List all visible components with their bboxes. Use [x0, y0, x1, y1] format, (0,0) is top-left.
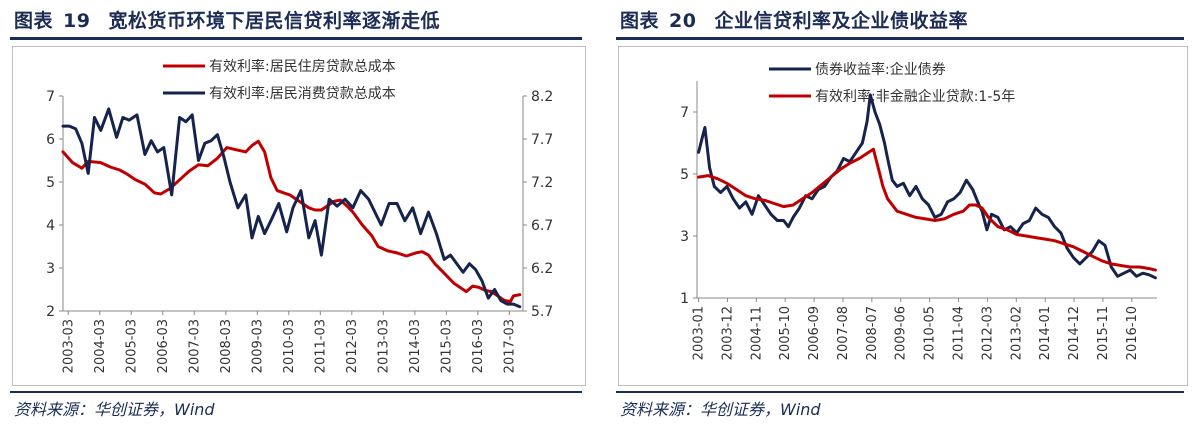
fig20-x-tick-label: 2008-07: [865, 306, 880, 360]
figure-20-source: 资料来源：华创证券，Wind: [620, 400, 821, 419]
fig19-x-tick-label: 2008-03: [219, 319, 234, 373]
fig20-x-tick-label: 2010-05: [923, 306, 938, 360]
fig20-x-tick-label: 2003-12: [720, 306, 735, 360]
fig20-x-tick-label: 2003-01: [692, 306, 707, 360]
fig19-x-tick-label: 2011-03: [313, 319, 328, 373]
figure-19-chart-frame: 2 3 4 5 6 7 5.7 6.2 6.7 7.2 7.7 8.2 2003-03 2004-03 20…: [12, 46, 586, 386]
fig19-x-tick-label: 2005-03: [124, 319, 139, 373]
fig20-x-tick-label: 2005-10: [778, 306, 793, 360]
fig19-y-left-tick-label: 5: [46, 175, 55, 191]
fig19-y-left-tick-label: 4: [46, 218, 55, 234]
fig19-y-right-tick-label: 6.2: [531, 261, 553, 277]
fig19-x-tick-label: 2016-03: [471, 319, 486, 373]
fig20-x-tick-label: 2009-06: [894, 306, 909, 360]
figure-19-panel: 图表 19 宽松货币环境下居民信贷利率逐渐走低 2 3 4 5 6 7 5.7 6.2 6.7 7.2…: [0, 0, 590, 430]
fig19-x-tick-label: 2012-03: [345, 319, 360, 373]
fig20-y-left-tick-label: 3: [680, 229, 689, 245]
fig20-x-tick-label: 2015-11: [1096, 306, 1111, 360]
fig20-x-tick-label: 2016-10: [1125, 306, 1140, 360]
fig19-y-right-tick-label: 7.2: [531, 175, 553, 191]
fig19-x-tick-label: 2015-03: [439, 319, 454, 373]
figure-20-chart-frame: 1 3 5 7 2003-01 2003-12 2004-11 2005-10 2006-09 2…: [618, 46, 1188, 386]
figure-19-title-prefix: 图表: [14, 10, 54, 32]
fig19-y-right-tick-label: 7.7: [531, 132, 553, 148]
fig19-x-tick-label: 2003-03: [61, 319, 76, 373]
fig19-y-left-tick-label: 3: [46, 261, 55, 277]
fig19-legend-label-2: 有效利率:居民消费贷款总成本: [209, 85, 396, 102]
figure-19-source-rule: [10, 391, 582, 393]
fig20-y-left-tick-label: 7: [680, 105, 689, 121]
fig20-series-1-line: [697, 93, 1157, 280]
fig19-x-tick-label: 2007-03: [187, 319, 202, 373]
fig19-x-tick-label: 2010-03: [282, 319, 297, 373]
figure-20-title-prefix: 图表: [620, 10, 660, 32]
figure-20-title-number: 20: [669, 10, 697, 32]
fig19-y-right-tick-label: 6.7: [531, 218, 553, 234]
fig19-legend-label-1: 有效利率:居民住房贷款总成本: [209, 58, 396, 75]
figure-20-title-rule: [616, 37, 1184, 40]
figure-19-source: 资料来源：华创证券，Wind: [14, 400, 215, 419]
figure-20-chart: 1 3 5 7 2003-01 2003-12 2004-11 2005-10 2006-09 2…: [680, 61, 1157, 360]
fig19-x-tick-label: 2017-03: [502, 319, 517, 373]
fig19-y-left-tick-label: 2: [46, 304, 55, 320]
fig19-y-right-tick-label: 8.2: [531, 89, 553, 105]
fig19-y-left-tick-label: 7: [46, 89, 55, 105]
fig19-series-2-line: [61, 107, 522, 309]
fig20-x-tick-label: 2012-03: [980, 306, 995, 360]
fig20-y-left-tick-label: 1: [680, 291, 689, 307]
fig19-y-left-tick-label: 6: [46, 132, 55, 148]
figure-20-title: 图表 20 企业信贷利率及企业债收益率: [620, 6, 968, 33]
figure-19-title-rule: [10, 37, 582, 40]
fig20-x-tick-label: 2014-01: [1038, 306, 1053, 360]
fig20-series-2-line: [697, 147, 1157, 272]
fig20-x-tick-label: 2011-04: [952, 306, 967, 360]
figure-20-panel: 图表 20 企业信贷利率及企业债收益率 1 3 5 7 2003-01 2003-12 2004…: [606, 0, 1195, 430]
fig20-x-tick-label: 2014-12: [1067, 306, 1082, 360]
fig19-y-right-tick-label: 5.7: [531, 304, 553, 320]
fig19-series-1-line: [61, 139, 522, 303]
fig20-x-tick-label: 2004-11: [749, 306, 764, 360]
fig20-legend-label-2: 有效利率:非金融企业贷款:1-5年: [815, 88, 1015, 105]
fig19-x-tick-label: 2006-03: [156, 319, 171, 373]
fig20-x-tick-label: 2007-08: [836, 306, 851, 360]
figure-19-title: 图表 19 宽松货币环境下居民信贷利率逐渐走低: [14, 6, 440, 33]
figure-20-title-text: 企业信贷利率及企业债收益率: [714, 10, 968, 32]
figure-19-title-number: 19: [63, 10, 91, 32]
fig20-x-tick-label: 2006-09: [807, 306, 822, 360]
fig20-y-left-tick-label: 5: [680, 167, 689, 183]
figure-19-chart: 2 3 4 5 6 7 5.7 6.2 6.7 7.2 7.7 8.2 2003-03 2004-03 20…: [46, 58, 553, 373]
fig19-x-tick-label: 2009-03: [250, 319, 265, 373]
fig20-legend-label-1: 债券收益率:企业债券: [815, 61, 946, 78]
fig20-x-tick-label: 2013-02: [1009, 306, 1024, 360]
figure-20-source-rule: [616, 391, 1184, 393]
fig19-x-tick-label: 2014-03: [408, 319, 423, 373]
fig19-x-tick-label: 2013-03: [376, 319, 391, 373]
fig19-x-tick-label: 2004-03: [93, 319, 108, 373]
figure-19-title-text: 宽松货币环境下居民信贷利率逐渐走低: [108, 10, 440, 32]
